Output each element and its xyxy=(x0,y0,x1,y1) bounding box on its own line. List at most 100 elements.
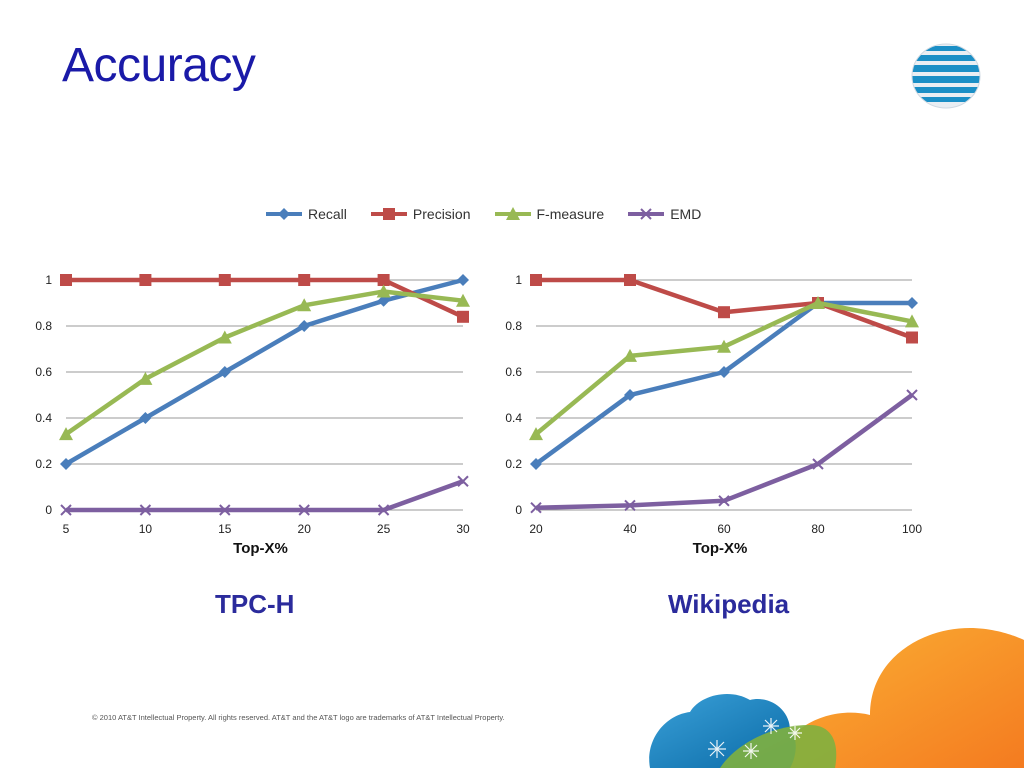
data-point xyxy=(218,366,231,378)
data-point xyxy=(298,504,310,516)
series-line xyxy=(66,479,464,513)
x-axis-label: Top-X% xyxy=(233,540,288,557)
series-precision xyxy=(60,274,469,323)
y-tick-label: 0.8 xyxy=(505,319,522,333)
chart-caption-tpch: TPC-H xyxy=(215,589,295,619)
data-point xyxy=(377,504,390,516)
data-point xyxy=(298,274,311,286)
data-point xyxy=(906,389,918,401)
series-line xyxy=(66,277,464,319)
x-tick-label: 20 xyxy=(529,522,543,536)
legend-item-recall: Recall xyxy=(264,206,347,222)
y-tick-label: 0.8 xyxy=(35,319,52,333)
series-emd xyxy=(530,389,918,514)
y-tick-label: 1 xyxy=(515,273,522,287)
data-point xyxy=(529,427,543,441)
data-point xyxy=(718,495,730,507)
data-point xyxy=(624,389,636,401)
data-point xyxy=(717,339,731,353)
data-point xyxy=(60,458,72,470)
data-point xyxy=(906,331,918,344)
series-line xyxy=(64,277,464,466)
y-tick-label: 0.6 xyxy=(505,365,522,379)
data-point xyxy=(59,427,73,441)
data-point xyxy=(624,274,636,286)
legend-swatch xyxy=(494,207,531,220)
x-tick-label: 30 xyxy=(456,522,470,536)
y-tick-label: 0 xyxy=(515,503,522,517)
data-point xyxy=(530,274,542,286)
y-tick-label: 0.2 xyxy=(505,457,522,471)
legend-swatch xyxy=(370,208,407,220)
data-point xyxy=(718,366,730,378)
x-tick-label: 25 xyxy=(377,522,391,536)
x-tick-label: 40 xyxy=(623,522,637,536)
legend-marker xyxy=(505,207,520,220)
data-point xyxy=(456,293,470,307)
copyright-footer: © 2010 AT&T Intellectual Property. All r… xyxy=(92,713,505,722)
legend-swatch xyxy=(628,208,665,220)
data-point xyxy=(376,284,391,298)
legend-marker xyxy=(278,208,290,220)
y-tick-label: 0.4 xyxy=(505,411,522,425)
data-point xyxy=(60,274,72,286)
x-tick-label: 60 xyxy=(717,522,731,536)
data-point xyxy=(139,412,152,424)
data-point xyxy=(530,458,542,470)
y-tick-label: 0.6 xyxy=(35,365,52,379)
data-point xyxy=(457,475,469,487)
data-point xyxy=(530,501,542,514)
series-fmeasure xyxy=(59,284,470,441)
data-point xyxy=(139,504,152,516)
data-point xyxy=(377,294,390,307)
legend-item-precision: Precision xyxy=(369,206,471,222)
charts-canvas: 00.20.40.60.815 10 15 20 25 30Top-X%00.20.40.… xyxy=(35,273,922,557)
data-point xyxy=(60,504,72,516)
chart-legend: Recall Precision F-measure EMD xyxy=(264,203,701,225)
data-point xyxy=(297,298,312,312)
data-point xyxy=(138,371,153,385)
series-recall xyxy=(60,274,469,470)
x-tick-label: 10 xyxy=(139,522,153,536)
x-tick-label: 5 xyxy=(63,522,70,536)
data-point xyxy=(457,310,469,323)
data-point xyxy=(623,348,637,362)
x-tick-label: 20 xyxy=(298,522,312,536)
legend-swatch xyxy=(266,208,302,220)
data-point xyxy=(219,504,231,516)
data-point xyxy=(624,499,636,512)
data-point xyxy=(217,330,232,344)
x-tick-label: 15 xyxy=(218,522,232,536)
series-line xyxy=(64,289,464,436)
legend-label: F-measure xyxy=(536,206,605,222)
data-point xyxy=(905,314,919,328)
data-point xyxy=(457,274,469,286)
chart-caption-wikipedia: Wikipedia xyxy=(668,589,790,619)
att-globe-logo xyxy=(911,43,981,109)
legend-marker xyxy=(382,208,395,220)
data-point xyxy=(218,274,231,286)
legend-marker xyxy=(640,208,652,220)
data-point xyxy=(139,274,152,286)
x-tick-label: 80 xyxy=(811,522,825,536)
line-chart-1: 0 0.2 0.4 0.6 0.8 1 20 40 60 80 100 Top-X% xyxy=(505,273,922,557)
y-tick-label: 0 xyxy=(45,503,52,517)
data-point xyxy=(298,320,311,332)
data-point xyxy=(811,296,825,309)
legend-label: Recall xyxy=(308,206,347,222)
data-point xyxy=(718,306,730,319)
legend-item-emd: EMD xyxy=(626,206,701,222)
series-fmeasure xyxy=(529,296,919,441)
slide-title: Accuracy xyxy=(62,39,256,92)
legend-label: EMD xyxy=(670,206,702,222)
y-tick-label: 0.4 xyxy=(35,411,52,425)
y-tick-label: 0.2 xyxy=(35,457,52,471)
legend-label: Precision xyxy=(412,206,471,222)
data-point xyxy=(906,297,918,309)
x-tick-label: 100 xyxy=(902,522,922,536)
data-point xyxy=(812,458,824,470)
series-emd xyxy=(60,475,469,516)
legend-item-fmeasure: F-measure xyxy=(493,206,605,222)
